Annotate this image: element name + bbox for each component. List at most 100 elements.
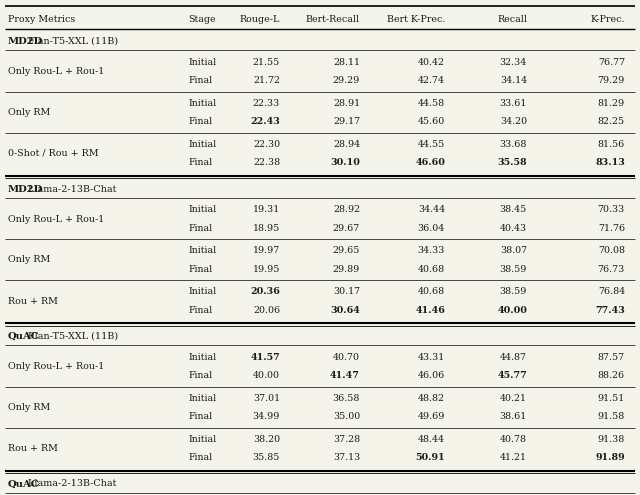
- Text: Flan-T5-XXL (11B): Flan-T5-XXL (11B): [26, 332, 118, 341]
- Text: 22.38: 22.38: [253, 158, 280, 167]
- Text: 38.59: 38.59: [500, 265, 527, 274]
- Text: 43.31: 43.31: [418, 353, 445, 362]
- Text: 50.91: 50.91: [415, 453, 445, 462]
- Text: Final: Final: [188, 371, 212, 380]
- Text: 28.91: 28.91: [333, 99, 360, 108]
- Text: 70.33: 70.33: [598, 205, 625, 214]
- Text: Only RM: Only RM: [8, 108, 51, 117]
- Text: Flan-T5-XXL (11B): Flan-T5-XXL (11B): [26, 37, 118, 46]
- Text: 91.51: 91.51: [598, 394, 625, 403]
- Text: 41.57: 41.57: [250, 353, 280, 362]
- Text: 76.77: 76.77: [598, 58, 625, 67]
- Text: 28.94: 28.94: [333, 140, 360, 149]
- Text: 48.44: 48.44: [418, 435, 445, 444]
- Text: 19.95: 19.95: [253, 265, 280, 274]
- Text: Only Rou-L + Rou-1: Only Rou-L + Rou-1: [8, 214, 104, 224]
- Text: Bert-Recall: Bert-Recall: [306, 15, 360, 24]
- Text: 29.67: 29.67: [333, 224, 360, 233]
- Text: 33.61: 33.61: [500, 99, 527, 108]
- Text: 40.70: 40.70: [333, 353, 360, 362]
- Text: 82.25: 82.25: [598, 117, 625, 126]
- Text: 0-Shot / Rou + RM: 0-Shot / Rou + RM: [8, 149, 99, 158]
- Text: 88.26: 88.26: [598, 371, 625, 380]
- Text: Final: Final: [188, 306, 212, 315]
- Text: 38.07: 38.07: [500, 246, 527, 255]
- Text: 40.78: 40.78: [500, 435, 527, 444]
- Text: 49.69: 49.69: [418, 412, 445, 421]
- Text: 20.36: 20.36: [250, 287, 280, 296]
- Text: MD2D: MD2D: [8, 37, 44, 46]
- Text: Initial: Initial: [188, 287, 216, 296]
- Text: 29.65: 29.65: [333, 246, 360, 255]
- Text: Only RM: Only RM: [8, 403, 51, 412]
- Text: 35.00: 35.00: [333, 412, 360, 421]
- Text: Llama-2-13B-Chat: Llama-2-13B-Chat: [26, 185, 117, 194]
- Text: 91.38: 91.38: [598, 435, 625, 444]
- Text: 40.21: 40.21: [500, 394, 527, 403]
- Text: 91.89: 91.89: [595, 453, 625, 462]
- Text: Final: Final: [188, 117, 212, 126]
- Text: Final: Final: [188, 158, 212, 167]
- Text: Llama-2-13B-Chat: Llama-2-13B-Chat: [26, 480, 117, 489]
- Text: 40.68: 40.68: [418, 287, 445, 296]
- Text: 35.85: 35.85: [253, 453, 280, 462]
- Text: 81.56: 81.56: [598, 140, 625, 149]
- Text: Recall: Recall: [497, 15, 527, 24]
- Text: 46.60: 46.60: [415, 158, 445, 167]
- Text: 45.77: 45.77: [497, 371, 527, 380]
- Text: 45.60: 45.60: [418, 117, 445, 126]
- Text: 40.42: 40.42: [418, 58, 445, 67]
- Text: 40.43: 40.43: [500, 224, 527, 233]
- Text: 46.06: 46.06: [418, 371, 445, 380]
- Text: 36.04: 36.04: [418, 224, 445, 233]
- Text: 79.29: 79.29: [598, 76, 625, 85]
- Text: 20.06: 20.06: [253, 306, 280, 315]
- Text: Initial: Initial: [188, 58, 216, 67]
- Text: 29.29: 29.29: [333, 76, 360, 85]
- Text: QuAC: QuAC: [8, 480, 40, 489]
- Text: 22.30: 22.30: [253, 140, 280, 149]
- Text: Stage: Stage: [188, 15, 216, 24]
- Text: Proxy Metrics: Proxy Metrics: [8, 15, 76, 24]
- Text: 34.14: 34.14: [500, 76, 527, 85]
- Text: 19.97: 19.97: [253, 246, 280, 255]
- Text: 76.84: 76.84: [598, 287, 625, 296]
- Text: 40.00: 40.00: [497, 306, 527, 315]
- Text: 91.58: 91.58: [598, 412, 625, 421]
- Text: Initial: Initial: [188, 140, 216, 149]
- Text: 76.73: 76.73: [598, 265, 625, 274]
- Text: Only RM: Only RM: [8, 255, 51, 264]
- Text: Final: Final: [188, 224, 212, 233]
- Text: 34.99: 34.99: [253, 412, 280, 421]
- Text: Initial: Initial: [188, 435, 216, 444]
- Text: Rou + RM: Rou + RM: [8, 444, 58, 453]
- Text: 71.76: 71.76: [598, 224, 625, 233]
- Text: Initial: Initial: [188, 246, 216, 255]
- Text: QuAC: QuAC: [8, 332, 40, 341]
- Text: 38.61: 38.61: [500, 412, 527, 421]
- Text: 44.87: 44.87: [500, 353, 527, 362]
- Text: 21.72: 21.72: [253, 76, 280, 85]
- Text: 87.57: 87.57: [598, 353, 625, 362]
- Text: Rou + RM: Rou + RM: [8, 297, 58, 305]
- Text: 21.55: 21.55: [253, 58, 280, 67]
- Text: 22.43: 22.43: [250, 117, 280, 126]
- Text: 34.33: 34.33: [418, 246, 445, 255]
- Text: Initial: Initial: [188, 205, 216, 214]
- Text: 19.31: 19.31: [253, 205, 280, 214]
- Text: 18.95: 18.95: [253, 224, 280, 233]
- Text: Final: Final: [188, 76, 212, 85]
- Text: Initial: Initial: [188, 394, 216, 403]
- Text: 30.17: 30.17: [333, 287, 360, 296]
- Text: 34.44: 34.44: [418, 205, 445, 214]
- Text: 34.20: 34.20: [500, 117, 527, 126]
- Text: Initial: Initial: [188, 353, 216, 362]
- Text: 36.58: 36.58: [333, 394, 360, 403]
- Text: Initial: Initial: [188, 99, 216, 108]
- Text: 29.17: 29.17: [333, 117, 360, 126]
- Text: K-Prec.: K-Prec.: [591, 15, 625, 24]
- Text: MD2D: MD2D: [8, 185, 44, 194]
- Text: 44.55: 44.55: [418, 140, 445, 149]
- Text: 38.45: 38.45: [500, 205, 527, 214]
- Text: 28.11: 28.11: [333, 58, 360, 67]
